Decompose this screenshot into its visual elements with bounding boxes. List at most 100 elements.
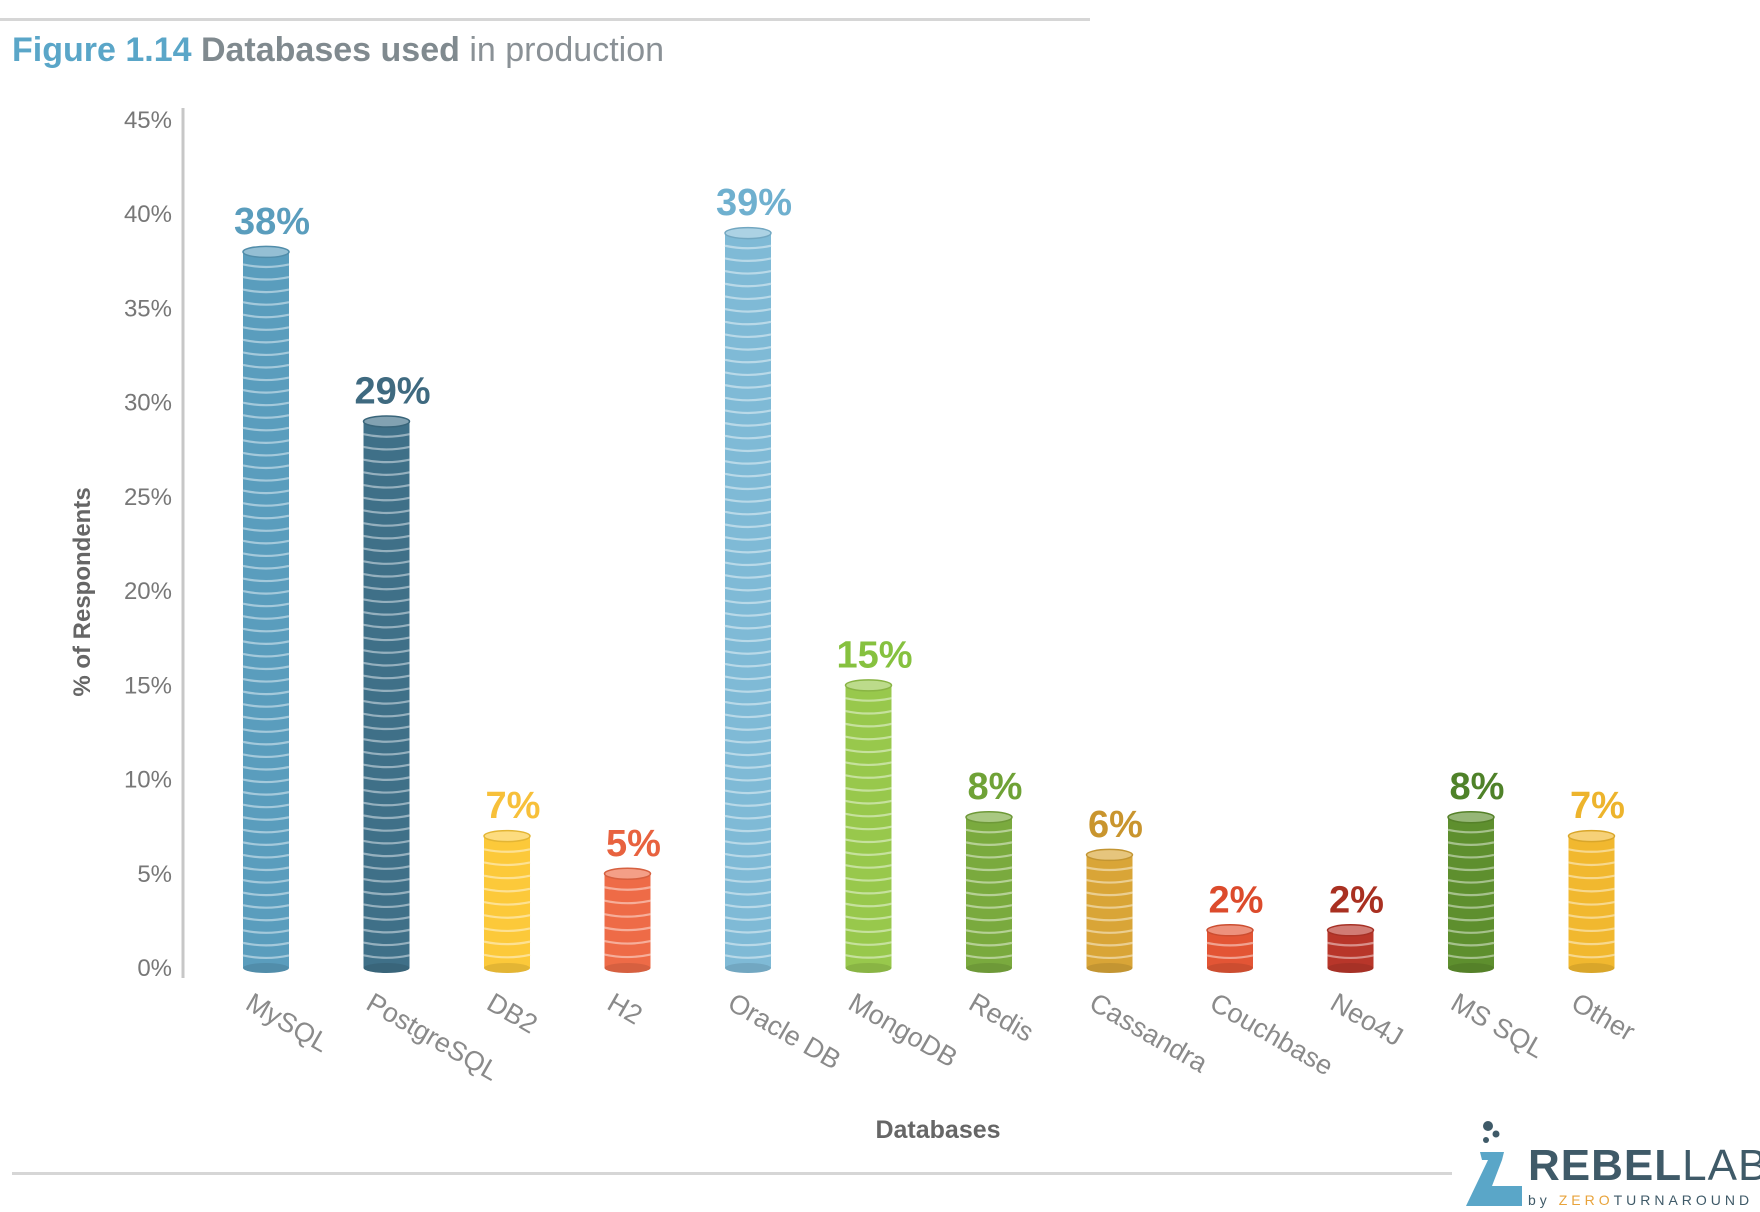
y-tick-label: 5% — [137, 861, 172, 888]
coin-edge — [724, 865, 772, 871]
coin-edge — [363, 865, 410, 870]
coin-edge — [363, 903, 410, 909]
bar-body — [363, 421, 410, 968]
coin-edge — [242, 489, 290, 495]
coin-edge — [363, 687, 410, 693]
coin-edge — [724, 308, 772, 313]
bar-top — [1567, 829, 1616, 843]
coin-edge — [724, 662, 772, 668]
coin-edge — [845, 851, 892, 856]
coin-edge — [724, 878, 772, 883]
coin-edge — [845, 928, 892, 934]
coin-edge — [242, 263, 290, 269]
coin-edge — [242, 878, 290, 884]
coin-edge — [242, 476, 290, 482]
coin-edge — [483, 927, 531, 933]
coin-edge — [724, 612, 772, 617]
coin-edge — [1568, 914, 1615, 919]
coin-edge — [724, 916, 772, 921]
coin-edge — [363, 877, 410, 883]
coin-edge — [363, 814, 410, 820]
coin-edge — [724, 536, 772, 541]
coin-edge — [1086, 891, 1133, 897]
coin-edge — [363, 598, 410, 604]
coin-edge — [363, 534, 410, 540]
coin-edge — [242, 577, 290, 583]
coin-edge — [242, 439, 290, 444]
coin-edge — [1447, 891, 1495, 897]
coin-edge — [483, 861, 531, 867]
value-label: 2% — [1329, 879, 1384, 921]
coin-edge — [363, 674, 410, 680]
coin-edge — [242, 640, 290, 645]
bar — [1206, 924, 1254, 973]
coin-edge — [242, 803, 290, 809]
coin-edge — [1086, 941, 1133, 947]
bar-base — [845, 963, 892, 973]
rebellabs-logo: REBELLABS by ZEROTURNAROUND — [1462, 1120, 1760, 1210]
coin-edge — [845, 915, 892, 921]
coin-edge — [724, 624, 772, 630]
coin-edge — [242, 326, 290, 331]
bar-top — [242, 245, 290, 259]
value-label: 8% — [968, 766, 1023, 808]
coin-edge — [965, 828, 1013, 834]
figure-number: Figure 1.14 — [12, 31, 192, 69]
coin-edge — [242, 552, 290, 558]
coin-edge — [363, 928, 410, 934]
coin-edge — [845, 941, 892, 946]
bar-base — [1086, 963, 1133, 973]
coin-edge — [965, 891, 1013, 897]
bar-base — [1207, 963, 1253, 973]
figure-main-title: Databases used — [200, 31, 460, 69]
bar — [603, 867, 652, 973]
coin-edge — [1086, 916, 1133, 922]
bar — [1447, 810, 1495, 973]
coin-edge — [724, 396, 772, 402]
y-tick-label: 35% — [124, 295, 172, 322]
coin-edge — [242, 866, 290, 872]
bar — [242, 245, 290, 973]
coin-edge — [242, 665, 290, 671]
value-label: 7% — [1570, 785, 1625, 827]
coin-edge — [363, 471, 410, 476]
logo-by: by — [1528, 1192, 1559, 1208]
coin-edge — [363, 547, 410, 553]
coin-edge — [242, 690, 290, 696]
value-label: 39% — [716, 182, 792, 224]
y-tick-label: 0% — [137, 955, 172, 982]
coin-edge — [1086, 866, 1133, 872]
coin-edge — [845, 748, 892, 754]
coin-edge — [483, 874, 531, 880]
coin-edge — [242, 527, 290, 532]
coin-edge — [363, 572, 410, 578]
coin-edge — [724, 333, 772, 339]
coin-edge — [965, 941, 1013, 947]
coin-edge — [965, 904, 1013, 909]
coin-edge — [845, 812, 892, 818]
coin-edge — [242, 363, 290, 369]
x-tick-label: H2 — [603, 987, 648, 1030]
coin-edge — [242, 338, 290, 344]
coin-edge — [242, 765, 290, 771]
value-label: 2% — [1209, 879, 1264, 921]
coin-edge — [363, 623, 410, 629]
bar — [1085, 848, 1134, 973]
coin-edge — [242, 715, 290, 721]
bar-body — [1327, 930, 1374, 968]
coin-edge — [724, 700, 772, 706]
coin-edge — [363, 496, 410, 502]
value-labels: 38% 29% 7% 5% 39% 15% 8% 6% 2% 2% 8% 7% — [234, 182, 1625, 921]
value-label: 15% — [836, 634, 912, 676]
x-axis-label: Databases — [875, 1116, 1000, 1144]
coin-edge — [242, 728, 290, 733]
coin-edge — [1447, 853, 1495, 859]
coin-edge — [1447, 941, 1495, 947]
coin-edge — [724, 713, 772, 719]
bar-body — [1086, 854, 1133, 968]
bar-base — [1327, 963, 1374, 973]
bar-top — [844, 679, 893, 692]
bar-base — [1448, 963, 1494, 973]
coin-edge — [724, 282, 772, 288]
